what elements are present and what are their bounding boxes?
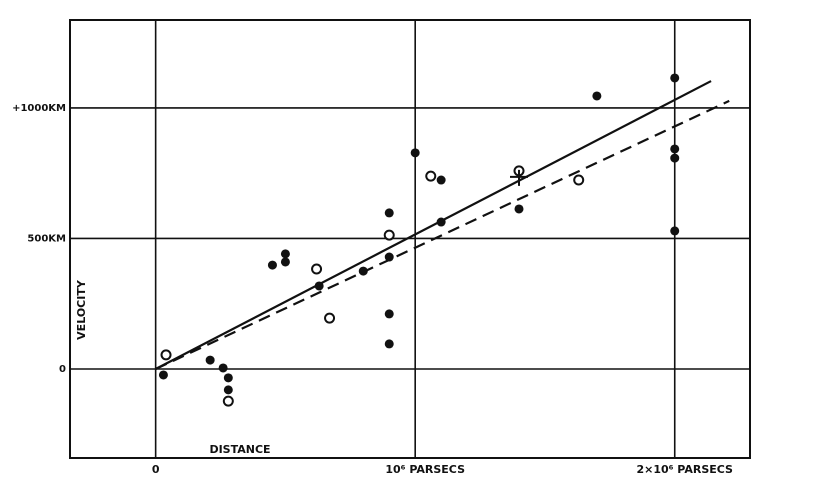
- filled-point: [267, 260, 277, 270]
- open-point: [573, 174, 585, 186]
- filled-point: [670, 226, 680, 236]
- filled-point: [436, 175, 446, 185]
- filled-point: [514, 204, 524, 214]
- filled-point: [158, 370, 168, 380]
- y-tick-label: +1000KM: [12, 103, 66, 114]
- filled-point: [670, 73, 680, 83]
- filled-point: [384, 208, 394, 218]
- open-point: [324, 312, 336, 324]
- filled-point: [280, 257, 290, 267]
- y-tick-label: 500KM: [27, 233, 66, 244]
- open-point: [311, 263, 323, 275]
- filled-point: [384, 252, 394, 262]
- filled-point: [384, 309, 394, 319]
- open-point: [383, 229, 395, 241]
- fit-line: [155, 99, 730, 370]
- filled-point: [205, 355, 215, 365]
- filled-point: [280, 249, 290, 259]
- y-tick-label: 0: [59, 364, 66, 375]
- filled-point: [670, 144, 680, 154]
- filled-point: [223, 373, 233, 383]
- filled-point: [384, 339, 394, 349]
- open-point: [425, 170, 437, 182]
- y-axis-label: VELOCITY: [75, 279, 88, 340]
- x-axis-label: DISTANCE: [209, 443, 270, 456]
- filled-point: [218, 363, 228, 373]
- x-tick-label: 10⁶ PARSECS: [385, 463, 465, 476]
- open-point: [222, 395, 234, 407]
- x-tick-label: 0: [152, 463, 160, 476]
- filled-point: [223, 385, 233, 395]
- filled-point: [592, 91, 602, 101]
- filled-point: [670, 153, 680, 163]
- filled-point: [410, 148, 420, 158]
- fit-line: [155, 80, 712, 370]
- x-tick-label: 2×10⁶ PARSECS: [636, 463, 733, 476]
- open-point: [160, 349, 172, 361]
